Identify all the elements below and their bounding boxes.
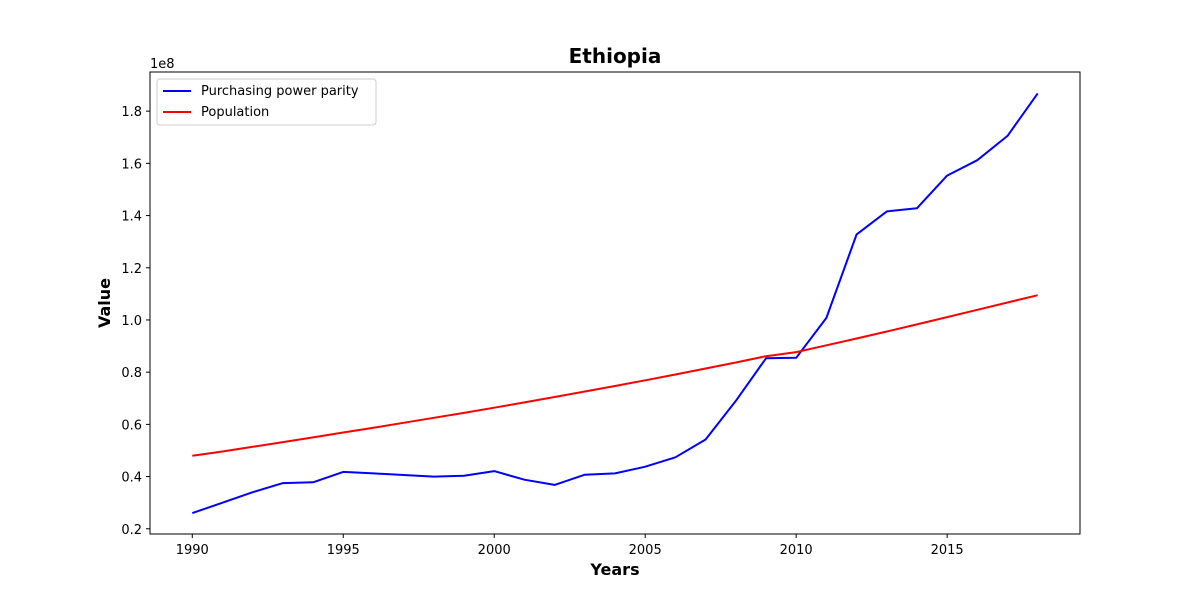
x-tick-label-1995: 1995 <box>327 543 360 558</box>
x-tick-label-1990: 1990 <box>176 543 209 558</box>
legend-box <box>156 78 377 126</box>
axes-frame <box>149 71 1081 535</box>
y-tick-label-0.4: 0.4 <box>121 471 142 486</box>
x-tick-label-2000: 2000 <box>478 543 511 558</box>
y-tick-label-1.6: 1.6 <box>121 157 142 172</box>
y-axis-title: Value <box>95 278 114 328</box>
legend-label-population: Population <box>201 105 269 120</box>
chart-title: Ethiopia <box>569 44 662 68</box>
y-offset-label: 1e8 <box>150 57 175 72</box>
series-line-purchasing-power-parity <box>191 92 1039 515</box>
x-axis-title: Years <box>589 560 639 579</box>
y-tick-label-0.8: 0.8 <box>121 366 142 381</box>
x-tick-label-2010: 2010 <box>780 543 813 558</box>
legend: Purchasing power parity Population <box>156 78 377 126</box>
legend-label-ppp: Purchasing power parity <box>201 84 359 99</box>
y-tick-label-1.0: 1.0 <box>121 314 142 329</box>
x-tick-label-2015: 2015 <box>931 543 964 558</box>
plot-area: 1990 1995 2000 2005 2010 2015 0.2 0.4 0.6 0.8 1.0 1… <box>121 71 1081 558</box>
series-line-population <box>192 294 1038 457</box>
y-tick-label-1.8: 1.8 <box>121 105 142 120</box>
y-tick-label-1.2: 1.2 <box>121 262 142 277</box>
x-tick-label-2005: 2005 <box>629 543 662 558</box>
y-tick-label-1.4: 1.4 <box>121 210 142 225</box>
y-tick-label-0.2: 0.2 <box>121 523 142 538</box>
y-tick-label-0.6: 0.6 <box>121 418 142 433</box>
